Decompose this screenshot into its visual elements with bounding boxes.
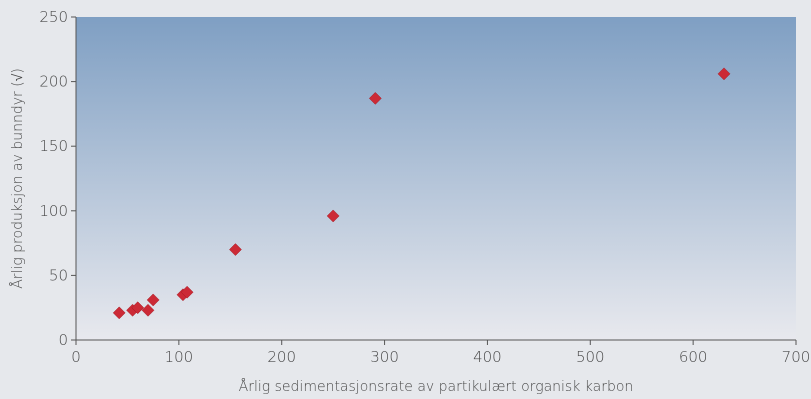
data-point [141, 303, 155, 317]
y-tick-label: 0 [58, 331, 68, 349]
x-tick-label: 0 [71, 348, 81, 366]
data-point [326, 209, 340, 223]
data-point [146, 293, 160, 307]
data-point [368, 92, 382, 105]
y-tick-label: 250 [39, 8, 68, 26]
data-points [112, 67, 731, 320]
y-axis-title: Årlig produksjon av bunndyr (√) [9, 68, 26, 289]
x-tick-label: 400 [473, 348, 502, 366]
x-tick-label: 100 [165, 348, 194, 366]
x-axis-title: Årlig sedimentasjonsrate av partikulært … [239, 378, 634, 395]
data-point [112, 306, 126, 320]
y-tick-label: 200 [39, 73, 68, 91]
data-point [717, 67, 731, 81]
y-tick-label: 150 [39, 137, 68, 155]
y-tick-label: 50 [49, 266, 68, 284]
data-point [180, 285, 194, 299]
x-axis-ticks: 0 100 200 300 400 500 600 700 [71, 340, 810, 366]
y-tick-label: 100 [39, 202, 68, 220]
data-point [229, 243, 242, 256]
x-tick-label: 600 [679, 348, 708, 366]
x-tick-label: 300 [370, 348, 399, 366]
x-tick-label: 500 [576, 348, 605, 366]
data-point [131, 301, 145, 315]
x-tick-label: 700 [782, 348, 811, 366]
plot-area [76, 17, 796, 340]
axes [75, 17, 796, 341]
y-axis-ticks: 0 50 100 150 200 250 [39, 8, 76, 349]
x-tick-label: 200 [267, 348, 296, 366]
